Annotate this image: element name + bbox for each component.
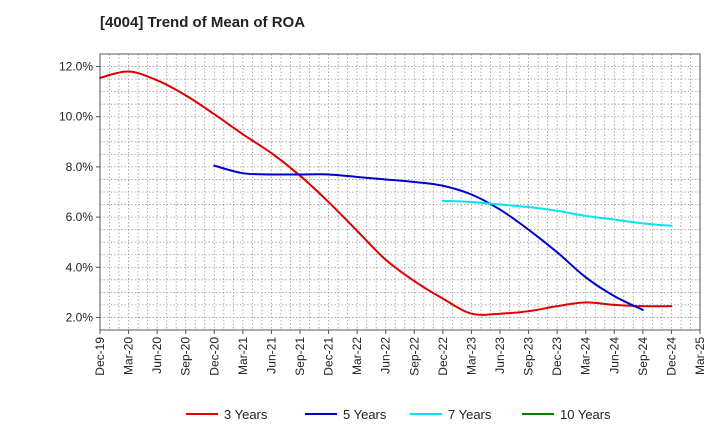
grid	[100, 54, 700, 330]
series-lines	[99, 70, 673, 316]
series-line-5-years	[213, 164, 644, 311]
x-tick-label: Sep-23	[522, 337, 536, 376]
y-tick-label: 8.0%	[66, 160, 94, 174]
x-tick-label: Jun-22	[379, 337, 393, 374]
y-tick-label: 4.0%	[66, 260, 94, 274]
x-tick-label: Sep-24	[636, 337, 650, 376]
x-tick-label: Dec-21	[322, 337, 336, 376]
legend: 3 Years 5 Years 7 Years 10 Years	[186, 407, 611, 422]
x-tick-label: Dec-23	[550, 337, 564, 376]
x-tick-label: Mar-22	[350, 337, 364, 375]
y-tick-label: 10.0%	[59, 110, 93, 124]
legend-label-10-years: 10 Years	[560, 407, 611, 422]
x-tick-label: Sep-20	[179, 337, 193, 376]
x-tick-label: Dec-20	[207, 337, 221, 376]
series-line-7-years	[441, 199, 673, 227]
y-axis-ticks: 2.0% 4.0% 6.0% 8.0% 10.0% 12.0%	[59, 60, 100, 324]
x-tick-label: Sep-22	[407, 337, 421, 376]
x-tick-label: Jun-21	[264, 337, 278, 374]
y-tick-label: 2.0%	[66, 310, 94, 324]
x-tick-label: Dec-22	[436, 337, 450, 376]
y-tick-label: 12.0%	[59, 60, 93, 74]
x-tick-label: Dec-19	[93, 337, 107, 376]
x-tick-label: Jun-20	[150, 337, 164, 374]
plot-area-frame	[99, 53, 701, 331]
legend-label-5-years: 5 Years	[343, 407, 387, 422]
x-tick-label: Jun-24	[607, 337, 621, 374]
x-tick-label: Mar-25	[693, 337, 707, 375]
legend-label-3-years: 3 Years	[224, 407, 268, 422]
x-tick-label: Mar-20	[122, 337, 136, 375]
legend-label-7-years: 7 Years	[448, 407, 492, 422]
x-tick-label: Mar-21	[236, 337, 250, 375]
y-tick-label: 6.0%	[66, 210, 94, 224]
x-tick-label: Mar-24	[579, 337, 593, 375]
x-tick-label: Mar-23	[464, 337, 478, 375]
x-tick-label: Sep-21	[293, 337, 307, 376]
chart-title: [4004] Trend of Mean of ROA	[100, 14, 306, 31]
series-line-3-years	[99, 70, 673, 316]
x-tick-label: Dec-24	[664, 337, 678, 376]
x-axis-ticks: Dec-19 Mar-20 Jun-20 Sep-20 Dec-20 Mar-21 Jun-…	[93, 330, 707, 376]
x-tick-label: Jun-23	[493, 337, 507, 374]
